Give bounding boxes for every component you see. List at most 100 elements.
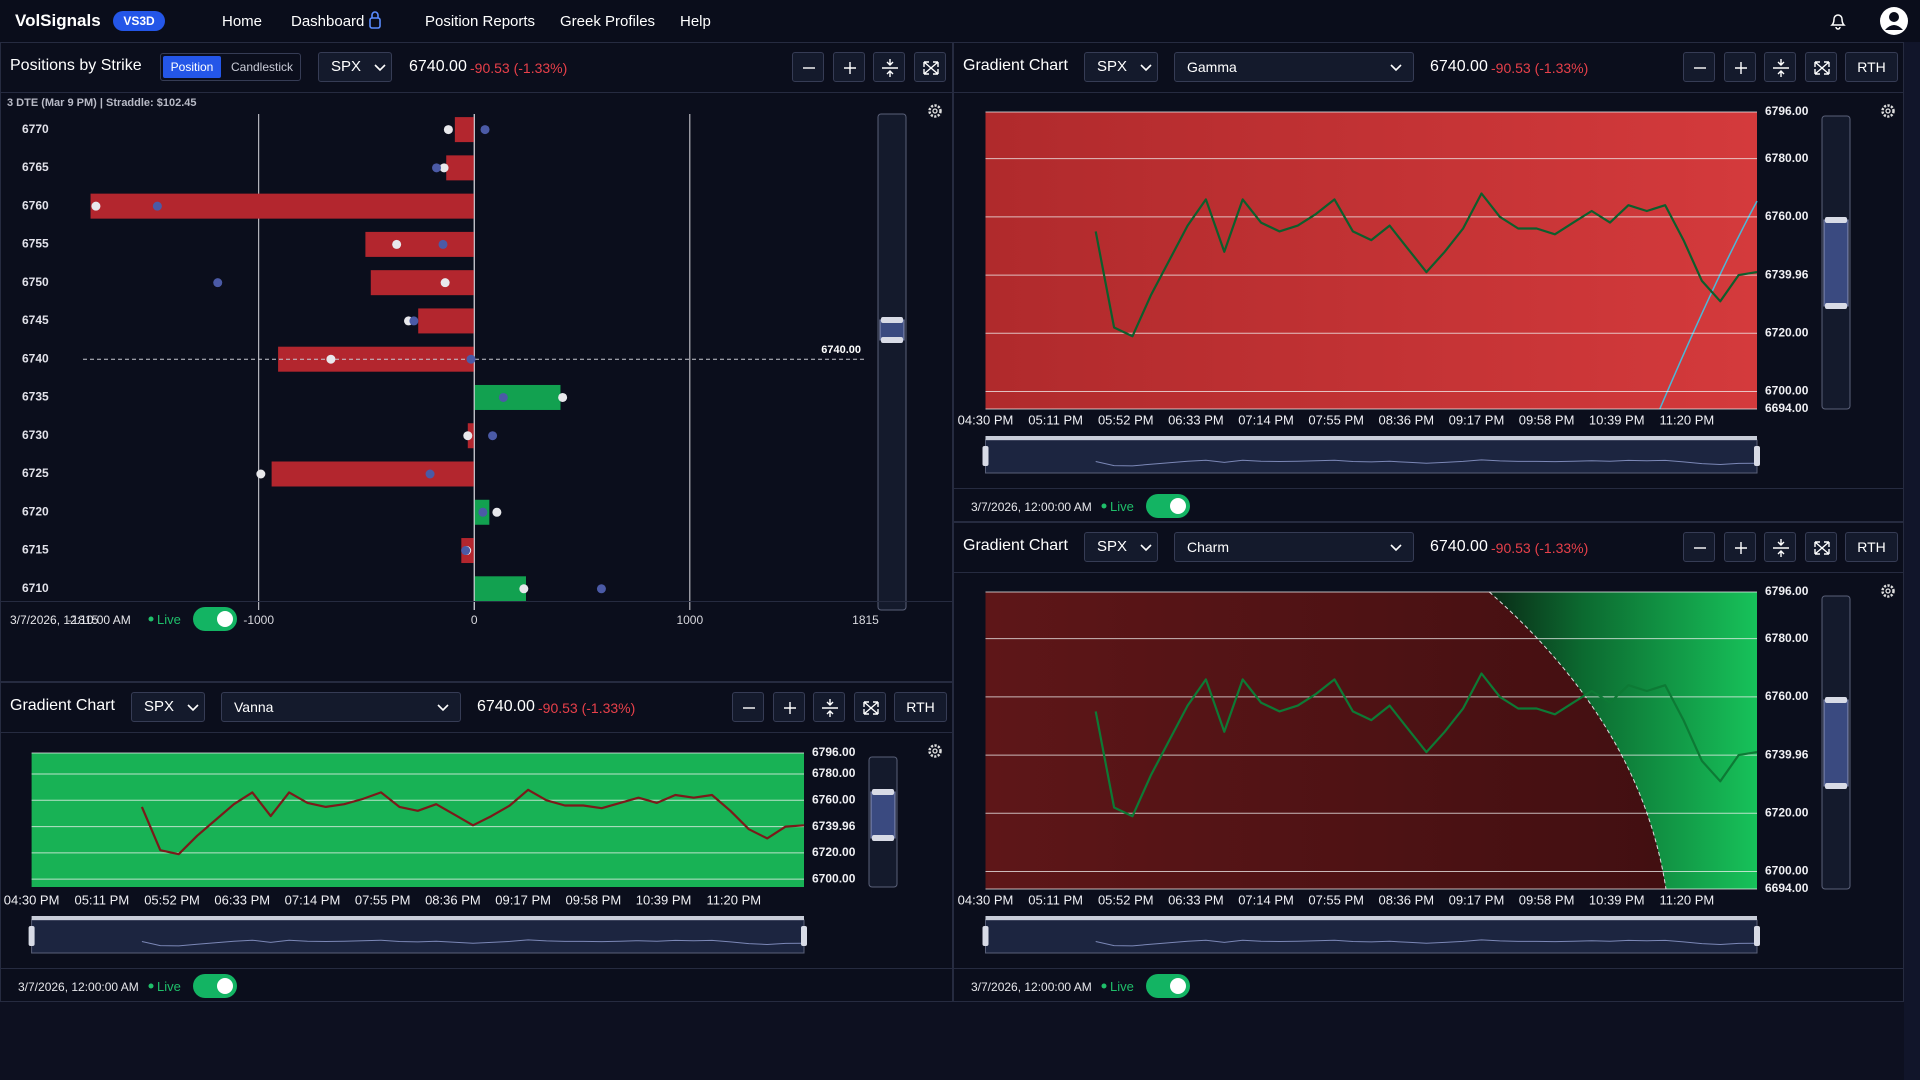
navigator-bar [985,436,1757,440]
strike-label: 6750 [22,275,49,289]
live-toggle[interactable] [193,974,237,998]
live-toggle[interactable] [1146,974,1190,998]
panel-footer: 3/7/2026, 12:00:00 AM Live [1,968,952,1004]
bell-icon[interactable] [1829,11,1847,31]
expand-button[interactable] [913,52,946,82]
position-marker [466,354,476,364]
positions-chart: 3 DTE (Mar 9 PM) | Straddle: $102.45 -181… [7,97,942,627]
expand-glyph [922,61,939,75]
expand-glyph [1813,61,1830,75]
plus-button[interactable] [1723,532,1756,562]
settings-icon [928,744,942,758]
symbol-select[interactable]: SPX [131,692,205,722]
compress-button[interactable] [1764,532,1796,562]
chevron-path [1390,64,1402,72]
navigator-handle [28,926,35,946]
chevron [187,704,199,712]
compress-button[interactable] [813,692,845,722]
nav-link[interactable]: Home [222,13,263,30]
price-change: -90.53 (-1.33%) [1491,60,1589,76]
nav-link[interactable]: Dashboard [291,13,365,30]
avatar[interactable] [1879,6,1909,36]
x-tick-label: 07:14 PM [1238,412,1294,427]
navigator-line [141,939,805,947]
nav-link[interactable]: Position Reports [425,13,536,30]
expand-button[interactable] [853,692,886,722]
minus-button[interactable] [1683,532,1715,562]
position-bar [454,117,475,143]
mode-toggle: Position Candlestick [160,53,301,81]
panel-header: Gradient Chart SPX Gamma 6740.00 -90.53 (-1.… [954,43,1903,93]
x-tick-label: -1815 [68,613,99,627]
expand-button[interactable] [1804,52,1837,82]
plus-button[interactable] [772,692,805,722]
x-tick-label: 05:11 PM [1028,892,1083,907]
symbol-select[interactable]: SPX [1084,532,1158,562]
chevron-path [187,704,199,712]
x-tick-label: 09:17 PM [495,892,551,907]
position-marker [425,469,435,479]
x-tick-label: 09:58 PM [1519,892,1575,907]
minus-button[interactable] [732,692,764,722]
live-toggle[interactable] [193,607,237,631]
session-button[interactable]: RTH [1845,52,1898,82]
toggle-knob [1170,498,1186,514]
navigator-bar [31,916,805,920]
compress-button[interactable] [1764,52,1796,82]
mode-option-active[interactable]: Position [163,56,221,78]
live-dot [148,983,154,989]
position-marker [478,507,488,517]
greek-select[interactable]: Gamma [1174,52,1414,82]
session-button[interactable]: RTH [1845,532,1898,562]
strike-label: 6760 [22,198,49,212]
y-tick-label: 6760.00 [1765,689,1809,703]
navigator-bar [985,916,1757,920]
gradient-background [31,753,805,887]
chevron [1390,544,1402,552]
plus-glyph [783,702,796,714]
y-tick-label: 6720.00 [1765,805,1809,819]
minus-icon [1694,67,1706,69]
position-marker [440,278,450,288]
x-tick-label: 05:52 PM [1098,892,1154,907]
symbol-select[interactable]: SPX [318,52,392,82]
mode-option[interactable]: Candlestick [230,60,294,74]
minus-button[interactable] [1683,52,1715,82]
greek-select[interactable]: Charm [1174,532,1414,562]
timestamp: 3/7/2026, 12:00:00 AM [971,980,1092,994]
y-tick-label: 6694.00 [1765,401,1809,415]
navigator [985,919,1758,954]
chevron-path [1140,64,1152,72]
x-tick-label: 09:17 PM [1449,412,1505,427]
strike-label: 6755 [22,237,49,251]
minus-button[interactable] [792,52,824,82]
greek-value: Vanna [234,699,274,715]
x-tick-label: 09:58 PM [566,892,622,907]
greek-select[interactable]: Vanna [221,692,461,722]
price-change: -90.53 (-1.33%) [470,60,568,76]
nav-link[interactable]: Greek Profiles [560,13,656,30]
panel-footer: 3/7/2026, 12:00:00 AM Live [954,488,1903,524]
plus-button[interactable] [1723,52,1756,82]
plus-button[interactable] [832,52,865,82]
gradient-chart: 6796.00 6780.00 6760.00 6739.96 6720.00 6700.… [958,584,1895,954]
live-status: Live [1110,499,1134,514]
compress-button[interactable] [873,52,905,82]
y-tick-label: 6760.00 [812,792,856,806]
x-tick-label: 1815 [852,613,879,627]
x-tick-label: 04:30 PM [958,412,1014,427]
live-toggle[interactable] [1146,494,1190,518]
brand[interactable]: VolSignals [15,11,101,30]
navigator-line [1095,939,1758,947]
expand-button[interactable] [1804,532,1837,562]
x-tick-label: 10:39 PM [636,892,692,907]
nav-link[interactable]: Help [680,13,711,30]
panel-footer: 3/7/2026, 12:00:00 AM Live [954,968,1903,1004]
position-bar [474,576,526,602]
session-button[interactable]: RTH [894,692,947,722]
toggle-knob [217,611,233,627]
live-status: Live [157,979,181,994]
price-line [140,788,805,856]
symbol-select[interactable]: SPX [1084,52,1158,82]
position-marker [326,354,336,364]
